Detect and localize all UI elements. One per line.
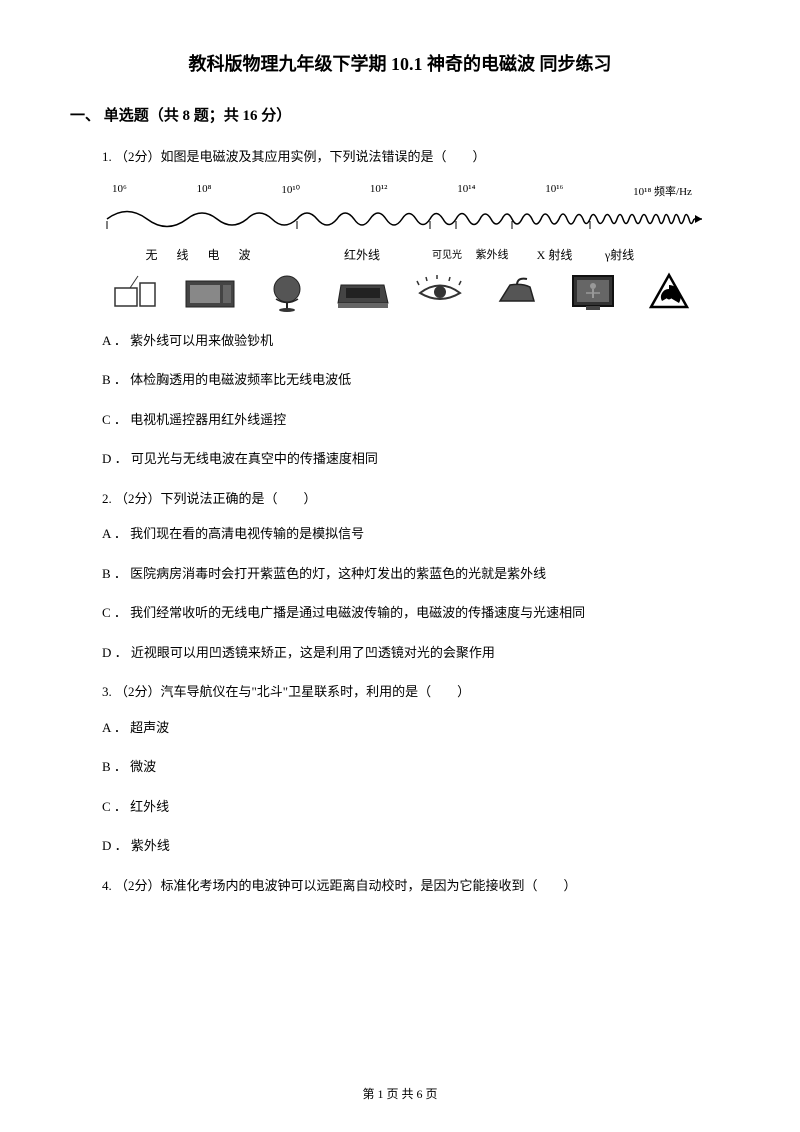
xray-screen-icon: [566, 271, 621, 313]
q1-optC: C ． 电视机遥控器用红外线遥控: [102, 410, 730, 430]
band-xray: X 射线: [517, 246, 592, 263]
q3-optA: A ． 超声波: [102, 718, 730, 738]
q2-optA: A ． 我们现在看的高清电视传输的是模拟信号: [102, 524, 730, 544]
radiation-icon: [642, 271, 697, 313]
toaster-icon: [336, 271, 391, 313]
q3-optC: C ． 红外线: [102, 797, 730, 817]
freq-label: 10⁸: [197, 183, 212, 199]
band-infrared: 红外线: [297, 246, 427, 263]
q2-optD: D ． 近视眼可以用凹透镜来矫正，这是利用了凹透镜对光的会聚作用: [102, 643, 730, 663]
page-title: 教科版物理九年级下学期 10.1 神奇的电磁波 同步练习: [70, 50, 730, 76]
q2-optC: C ． 我们经常收听的无线电广播是通过电磁波传输的，电磁波的传播速度与光速相同: [102, 603, 730, 623]
frequency-labels: 10⁶ 10⁸ 10¹⁰ 10¹² 10¹⁴ 10¹⁶ 10¹⁸ 频率/Hz: [102, 183, 702, 199]
freq-label: 10¹⁴: [457, 183, 475, 199]
q4-stem: 4. （2分）标准化考场内的电波钟可以远距离自动校时，是因为它能接收到（ ）: [102, 876, 730, 896]
iron-icon: [489, 271, 544, 313]
freq-label: 10⁶: [112, 183, 127, 199]
freq-label: 10¹²: [370, 183, 388, 199]
radio-icon: [107, 271, 162, 313]
q2-optB: B ． 医院病房消毒时会打开紫蓝色的灯，这种灯发出的紫蓝色的光就是紫外线: [102, 564, 730, 584]
q1-optA: A ． 紫外线可以用来做验钞机: [102, 331, 730, 351]
band-uv: 紫外线: [467, 246, 517, 263]
wave-diagram: [102, 199, 702, 239]
freq-label: 10¹⁰: [281, 183, 300, 199]
q3-stem: 3. （2分）汽车导航仪在与"北斗"卫星联系时，利用的是（ ）: [102, 682, 730, 702]
band-gamma: γ射线: [592, 246, 647, 263]
q1-stem: 1. （2分）如图是电磁波及其应用实例，下列说法错误的是（ ）: [102, 147, 730, 167]
freq-label: 10¹⁶: [545, 183, 563, 199]
page-footer: 第 1 页 共 6 页: [0, 1085, 800, 1102]
globe-icon: [260, 271, 315, 313]
q3-optD: D ． 紫外线: [102, 836, 730, 856]
band-visible: 可见光: [427, 246, 467, 263]
eye-icon: [413, 271, 468, 313]
q2-stem: 2. （2分）下列说法正确的是（ ）: [102, 489, 730, 509]
em-spectrum-diagram: 10⁶ 10⁸ 10¹⁰ 10¹² 10¹⁴ 10¹⁶ 10¹⁸ 频率/Hz 无…: [102, 183, 702, 313]
q3-optB: B ． 微波: [102, 757, 730, 777]
band-radio: 无 线 电 波: [107, 246, 297, 263]
q1-optD: D ． 可见光与无线电波在真空中的传播速度相同: [102, 449, 730, 469]
band-labels: 无 线 电 波 红外线 可见光 紫外线 X 射线 γ射线: [102, 246, 702, 263]
application-icons-row: [102, 271, 702, 313]
freq-label: 10¹⁸ 频率/Hz: [633, 183, 692, 199]
section-header: 一、 单选题（共 8 题；共 16 分）: [70, 104, 730, 125]
q1-optB: B ． 体检胸透用的电磁波频率比无线电波低: [102, 370, 730, 390]
microwave-icon: [183, 271, 238, 313]
